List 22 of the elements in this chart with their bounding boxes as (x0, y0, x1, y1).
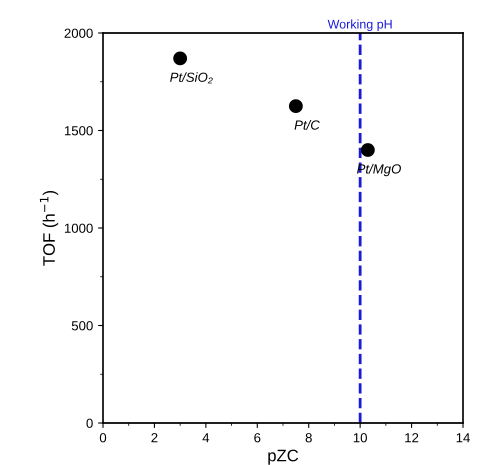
x-tick-label: 6 (254, 433, 260, 442)
x-tick-label: 12 (405, 433, 418, 442)
y-tick-label: 2000 (64, 28, 93, 38)
x-tick-label: 10 (354, 433, 367, 442)
ref-line-label: Working pH (328, 19, 392, 32)
y-axis-title: TOF (h$^{−1}$) (40, 190, 58, 266)
point (173, 51, 188, 66)
x-tick-label: 8 (306, 433, 312, 442)
y-tick-label: 1500 (64, 126, 93, 136)
x-tick-label: 2 (151, 433, 158, 442)
annotation: Pt/MgO (357, 164, 401, 176)
y-tick-label: 500 (72, 321, 93, 330)
x-tick-label: 14 (456, 433, 470, 442)
x-axis-title: pZC (268, 450, 298, 465)
x-tick-label: 0 (100, 433, 106, 442)
y-tick-label: 0 (86, 418, 93, 428)
point (360, 143, 375, 157)
annotation: Pt/C (294, 120, 320, 130)
point (288, 99, 303, 114)
annotation: Pt/SiO₂ (170, 72, 213, 84)
x-tick-label: 4 (202, 433, 210, 442)
y-tick-label: 1000 (64, 224, 93, 233)
